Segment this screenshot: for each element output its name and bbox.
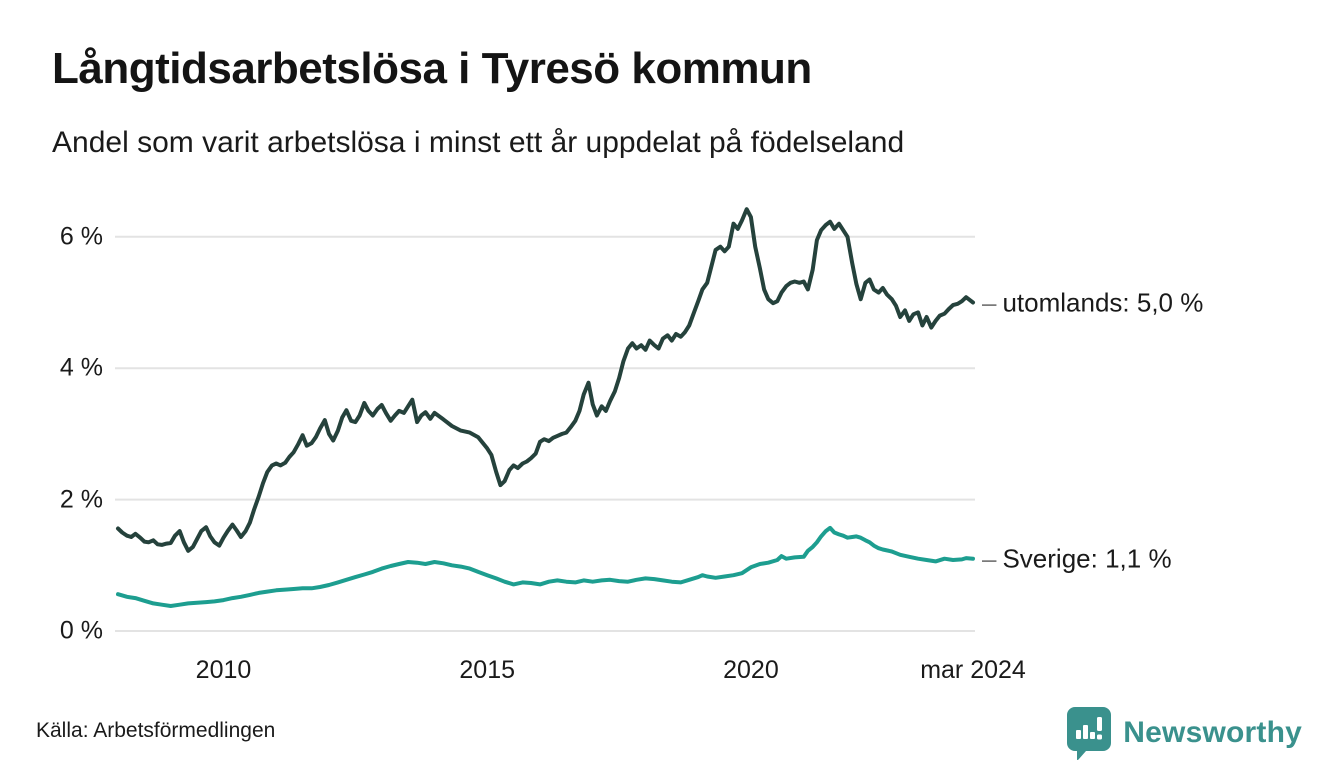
series-line-sverige bbox=[116, 525, 975, 608]
series-end-label-text: Sverige: 1,1 % bbox=[1002, 543, 1172, 574]
source-note: Källa: Arbetsförmedlingen bbox=[36, 719, 276, 742]
series-end-label-sverige: – Sverige: 1,1 % bbox=[982, 543, 1172, 574]
y-tick-label: 0 % bbox=[59, 616, 103, 645]
chart-subtitle: Andel som varit arbetslösa i minst ett å… bbox=[52, 126, 905, 159]
series-line-utomlands bbox=[116, 207, 975, 553]
y-tick-label: 4 % bbox=[59, 353, 103, 382]
y-tick-label: 6 % bbox=[59, 222, 103, 251]
series-end-label-utomlands: – utomlands: 5,0 % bbox=[982, 287, 1203, 318]
leader-dash: – bbox=[982, 543, 997, 574]
leader-dash: – bbox=[982, 287, 997, 318]
x-tick-label: 2015 bbox=[459, 656, 516, 684]
x-tick-label: mar 2024 bbox=[920, 656, 1026, 684]
y-tick-label: 2 % bbox=[59, 485, 103, 514]
newsworthy-speech-bubble-chart-icon bbox=[1066, 706, 1112, 760]
brand-name: Newsworthy bbox=[1123, 716, 1302, 749]
series-end-label-text: utomlands: 5,0 % bbox=[1002, 287, 1204, 317]
page-title: Långtidsarbetslösa i Tyresö kommun bbox=[52, 44, 812, 93]
x-tick-label: 2020 bbox=[723, 656, 779, 684]
x-tick-label: 2010 bbox=[195, 656, 252, 684]
brand-logo: Newsworthy bbox=[1066, 706, 1302, 760]
